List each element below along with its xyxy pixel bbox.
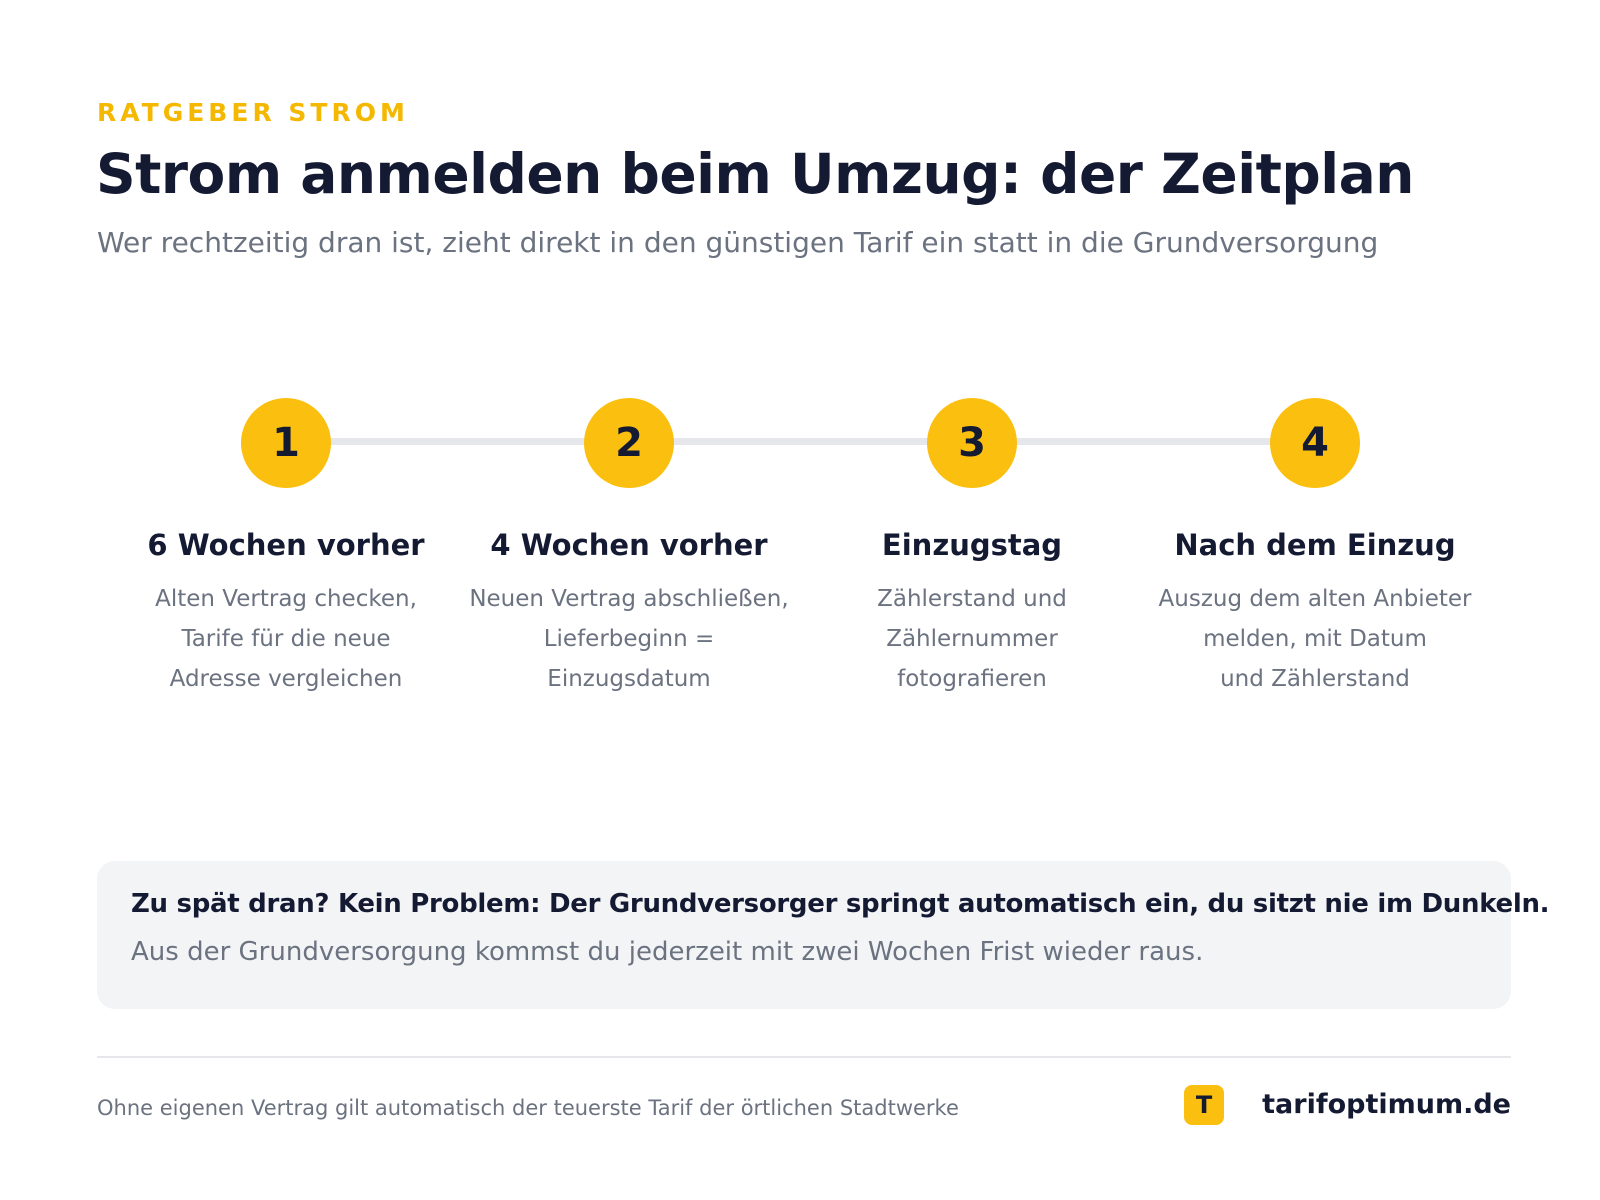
step-description: Auszug dem alten Anbieter melden, mit Da… xyxy=(1158,586,1472,692)
timeline-step-1: 1 6 Wochen vorher Alten Vertrag checken,… xyxy=(116,398,456,699)
step-description: Neuen Vertrag abschließen, Lieferbeginn … xyxy=(469,586,789,692)
timeline-connector-line xyxy=(287,438,1321,445)
step-title: Nach dem Einzug xyxy=(1174,528,1456,562)
footer-note: Ohne eigenen Vertrag gilt automatisch de… xyxy=(97,1096,959,1120)
note-text: Aus der Grundversorgung kommst du jederz… xyxy=(131,937,1204,967)
step-description: Zählerstand und Zählernummer fotografier… xyxy=(877,586,1067,692)
timeline-step-4: 4 Nach dem Einzug Auszug dem alten Anbie… xyxy=(1145,398,1485,699)
step-number-badge: 3 xyxy=(927,398,1017,488)
step-number-badge: 1 xyxy=(241,398,331,488)
page-subtitle: Wer rechtzeitig dran ist, zieht direkt i… xyxy=(97,226,1379,259)
timeline-step-2: 2 4 Wochen vorher Neuen Vertrag abschlie… xyxy=(459,398,799,699)
timeline-step-3: 3 Einzugstag Zählerstand und Zählernumme… xyxy=(802,398,1142,699)
footer-divider xyxy=(97,1056,1511,1058)
note-headline: Zu spät dran? Kein Problem: Der Grundver… xyxy=(131,889,1550,919)
step-number-badge: 4 xyxy=(1270,398,1360,488)
brand-name: tarifoptimum.de xyxy=(1262,1089,1511,1120)
brand-logo-icon: T xyxy=(1184,1085,1224,1125)
eyebrow-label: RATGEBER STROM xyxy=(97,98,409,127)
step-title: 6 Wochen vorher xyxy=(147,528,425,562)
step-number-badge: 2 xyxy=(584,398,674,488)
info-note-box: Zu spät dran? Kein Problem: Der Grundver… xyxy=(97,861,1550,1009)
step-title: Einzugstag xyxy=(881,528,1063,562)
page-title: Strom anmelden beim Umzug: der Zeitplan xyxy=(96,142,1414,206)
step-title: 4 Wochen vorher xyxy=(490,528,768,562)
step-description: Alten Vertrag checken, Tarife für die ne… xyxy=(155,586,417,692)
